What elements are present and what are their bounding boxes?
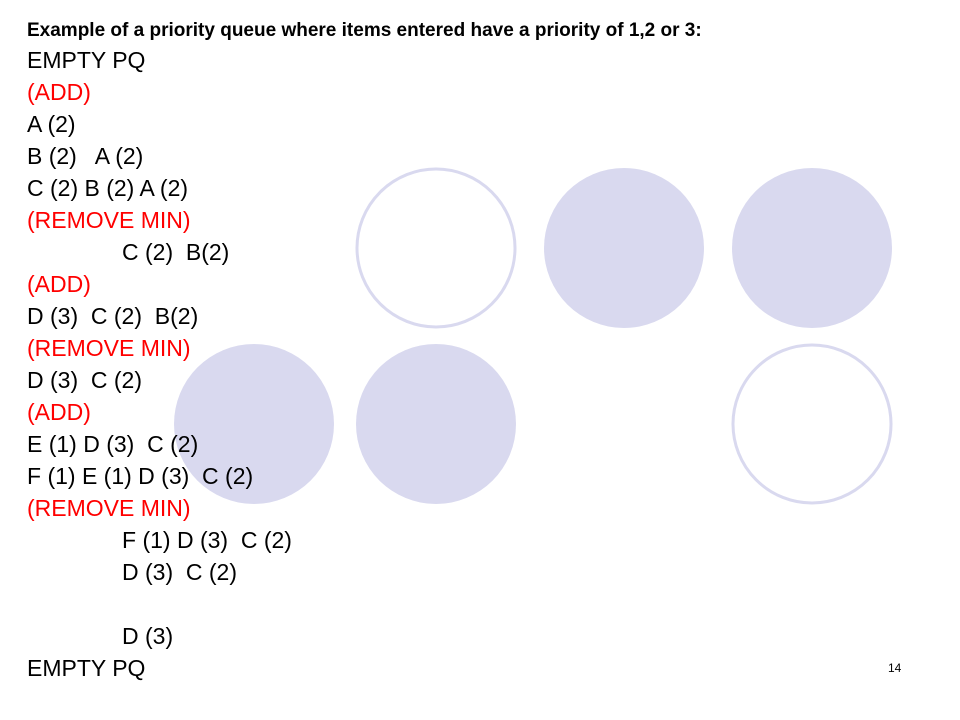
circle-filled <box>174 344 334 504</box>
circle-outline <box>731 343 893 505</box>
slide-number: 14 <box>888 661 902 675</box>
text-line: B (2) A (2) <box>27 143 144 169</box>
text-line: D (3) C (2) B(2) <box>27 303 199 329</box>
text-line: E (1) D (3) C (2) <box>27 431 199 457</box>
text-line: F (1) D (3) C (2) <box>122 527 292 553</box>
circle-outline <box>355 167 517 329</box>
circle-filled <box>544 168 704 328</box>
text-line: (REMOVE MIN) <box>27 495 191 521</box>
circle-filled <box>356 344 516 504</box>
text-line: D (3) <box>122 623 174 649</box>
text-line: (ADD) <box>27 399 91 425</box>
text-line: D (3) C (2) <box>122 559 237 585</box>
text-line: (REMOVE MIN) <box>27 207 191 233</box>
title: Example of a priority queue where items … <box>27 20 702 41</box>
text-line: (ADD) <box>27 271 91 297</box>
text-line: C (2) B (2) A (2) <box>27 175 189 201</box>
circle-filled <box>732 168 892 328</box>
text-line: (ADD) <box>27 79 91 105</box>
text-line: EMPTY PQ <box>27 47 146 73</box>
text-line: A (2) <box>27 111 76 137</box>
text-line: C (2) B(2) <box>122 239 230 265</box>
text-line: D (3) C (2) <box>27 367 142 393</box>
text-line: F (1) E (1) D (3) C (2) <box>27 463 254 489</box>
text-body: EMPTY PQ (ADD) A (2) B (2) A (2) C (2) B (2)… <box>27 44 292 684</box>
text-line: (REMOVE MIN) <box>27 335 191 361</box>
text-line: EMPTY PQ <box>27 655 146 681</box>
